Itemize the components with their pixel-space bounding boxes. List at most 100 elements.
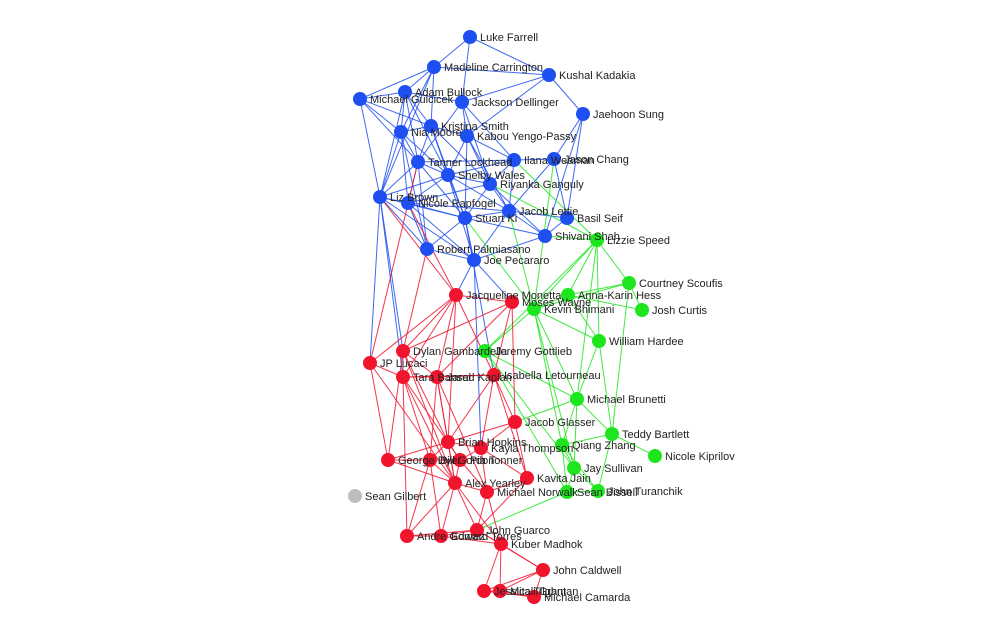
edge-liz-brown-jacqueline-monetta [379, 196, 457, 296]
node-robert-palmiasano[interactable] [420, 242, 434, 256]
node-john-turanchik[interactable] [591, 484, 605, 498]
node-michael-brunetti[interactable] [570, 392, 584, 406]
node-anna-karin-hess[interactable] [561, 288, 575, 302]
node-jaehoon-sung[interactable] [576, 107, 590, 121]
node-jeremy-gottlieb[interactable] [478, 344, 492, 358]
node-nia-moore[interactable] [394, 125, 408, 139]
node-kevin-bhimani[interactable] [527, 302, 541, 316]
edge-john-caldwell-mitali-grant [499, 569, 544, 592]
node-shivani-shah[interactable] [538, 229, 552, 243]
node-kabou-yengo-passy[interactable] [460, 129, 474, 143]
edge-sean-bissell-john-guarco [476, 491, 568, 531]
edge-isabella-letourneau-jacob-glasser [493, 374, 516, 423]
node-label-stuart-ki: Stuart Ki [475, 213, 517, 225]
node-adam-bullock[interactable] [398, 85, 412, 99]
node-basil-seif[interactable] [560, 211, 574, 225]
node-jacob-lettie[interactable] [502, 204, 516, 218]
edge-nicole-rapfogel-stuart-ki [407, 202, 466, 219]
node-edward-torres[interactable] [434, 529, 448, 543]
edge-shivani-shah-lizzie-speed [544, 235, 598, 241]
node-jackson-dellinger[interactable] [455, 95, 469, 109]
node-tara-bansal[interactable] [396, 370, 410, 384]
edge-teddy-bartlett-john-turanchik [597, 433, 613, 492]
edge-jaehoon-sung-basil-seif [566, 113, 584, 219]
node-label-basil-seif: Basil Seif [577, 213, 624, 225]
node-jared-kaplan[interactable] [430, 370, 444, 384]
node-michael-camarda[interactable] [527, 590, 541, 604]
node-andre-gomez[interactable] [400, 529, 414, 543]
edge-nicole-rapfogel-robert-palmiasano [407, 202, 428, 250]
edge-courtney-scoufis-teddy-bartlett [611, 282, 630, 435]
node-josh-curtis[interactable] [635, 303, 649, 317]
node-label-kevin-bhimani: Kevin Bhimani [544, 304, 614, 316]
edge-kevin-bhimani-william-hardee [533, 308, 600, 342]
node-label-qiang-zhang: Qiang Zhang [572, 440, 636, 452]
edge-moses-wayne-jacob-glasser [511, 301, 516, 423]
node-brian-hopkins[interactable] [441, 435, 455, 449]
edge-jared-kaplan-michael-norwalk [436, 376, 488, 493]
node-label-sean-gilbert: Sean Gilbert [365, 491, 426, 503]
edge-riyanka-ganguly-shivani-shah [489, 183, 546, 237]
node-nicole-kiprilov[interactable] [648, 449, 662, 463]
node-jp-lucaci[interactable] [363, 356, 377, 370]
node-pia-tonner[interactable] [453, 453, 467, 467]
node-label-tanner-lockhead: Tanner Lockhead [428, 157, 512, 169]
edge-riyanka-ganguly-lizzie-speed [489, 183, 598, 241]
node-jacob-glasser[interactable] [508, 415, 522, 429]
node-george-dyer[interactable] [381, 453, 395, 467]
edge-john-caldwell-jessica-tilghman [483, 569, 544, 592]
node-jay-sullivan[interactable] [567, 461, 581, 475]
node-label-joe-pecararo: Joe Pecararo [484, 255, 549, 267]
node-sean-gilbert[interactable] [348, 489, 362, 503]
edge-kabou-yengo-passy-riyanka-ganguly [466, 135, 491, 185]
node-john-caldwell[interactable] [536, 563, 550, 577]
node-kavita-jain[interactable] [520, 471, 534, 485]
edge-kuber-madhok-john-caldwell [500, 543, 544, 571]
node-michael-norwalk[interactable] [480, 485, 494, 499]
node-sean-bissell[interactable] [560, 485, 574, 499]
edge-luke-farrell-kushal-kadakia [469, 36, 550, 76]
node-kushal-kadakia[interactable] [542, 68, 556, 82]
edge-jacob-lettie-joe-pecararo [473, 210, 510, 261]
node-luke-farrell[interactable] [463, 30, 477, 44]
node-michael-gulcicek[interactable] [353, 92, 367, 106]
node-bill-gordon[interactable] [423, 453, 437, 467]
node-lizzie-speed[interactable] [590, 233, 604, 247]
nodes-layer [348, 30, 662, 604]
node-dylan-gambardella[interactable] [396, 344, 410, 358]
node-riyanka-ganguly[interactable] [483, 177, 497, 191]
node-liz-brown[interactable] [373, 190, 387, 204]
node-ilana-weaman[interactable] [507, 153, 521, 167]
node-nicole-rapfogel[interactable] [401, 196, 415, 210]
node-label-kabou-yengo-passy: Kabou Yengo-Passy [477, 131, 577, 143]
node-courtney-scoufis[interactable] [622, 276, 636, 290]
node-jason-chang[interactable] [547, 152, 561, 166]
node-label-moses-wayne: Moses Wayne [522, 297, 591, 309]
node-label-edward-torres: Edward Torres [451, 531, 522, 543]
node-kristina-smith[interactable] [424, 119, 438, 133]
node-alex-yearley[interactable] [448, 476, 462, 490]
node-shelby-wales[interactable] [441, 168, 455, 182]
node-label-robert-palmiasano: Robert Palmiasano [437, 244, 531, 256]
node-madeline-carrington[interactable] [427, 60, 441, 74]
node-qiang-zhang[interactable] [555, 438, 569, 452]
edge-lizzie-speed-kevin-bhimani [533, 239, 598, 310]
node-teddy-bartlett[interactable] [605, 427, 619, 441]
node-moses-wayne[interactable] [505, 295, 519, 309]
node-label-ilana-weaman: Ilana Weaman [524, 155, 595, 167]
node-kayla-thompson[interactable] [474, 441, 488, 455]
edge-tanner-lockhead-ilana-weaman [417, 159, 515, 163]
edge-jacqueline-monetta-dylan-gambardella [402, 294, 457, 352]
edge-robert-palmiasano-dylan-gambardella [402, 248, 428, 352]
node-jessica-tilghman[interactable] [477, 584, 491, 598]
node-isabella-letourneau[interactable] [487, 368, 501, 382]
node-stuart-ki[interactable] [458, 211, 472, 225]
node-john-guarco[interactable] [470, 523, 484, 537]
node-kuber-madhok[interactable] [494, 537, 508, 551]
node-jacqueline-monetta[interactable] [449, 288, 463, 302]
edge-jason-chang-basil-seif [553, 158, 568, 219]
node-joe-pecararo[interactable] [467, 253, 481, 267]
node-william-hardee[interactable] [592, 334, 606, 348]
node-tanner-lockhead[interactable] [411, 155, 425, 169]
node-mitali-grant[interactable] [493, 584, 507, 598]
